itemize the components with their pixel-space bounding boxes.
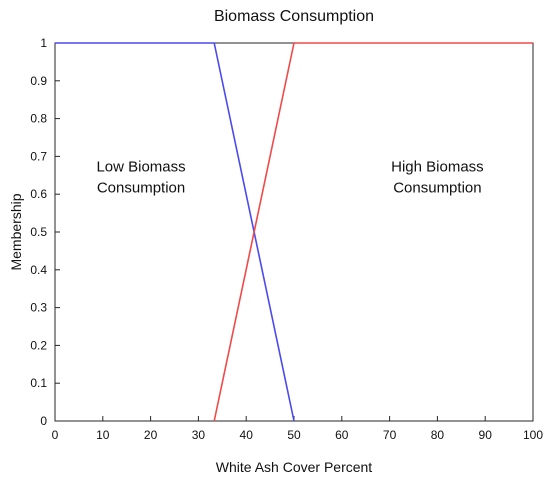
annotation-group: Low Biomass Consumption High Biomass Consum…	[96, 159, 483, 197]
plot-area: 0 10 20 30 40 50 60 70 80 90 100 00.10.20.30.40.50…	[30, 36, 543, 442]
y-tick-label: 0.4	[30, 263, 47, 277]
series-group	[55, 42, 533, 422]
x-axis-label: White Ash Cover Percent	[216, 459, 373, 475]
x-tick-label: 40	[240, 428, 254, 442]
annotation-0: Low Biomass Consumption	[96, 159, 185, 197]
y-tick-label: 0.7	[30, 149, 47, 163]
y-axis-label: Membership	[8, 193, 24, 270]
x-tick-label: 90	[479, 428, 493, 442]
series-line-1	[213, 42, 533, 422]
y-tick-label: 0	[40, 414, 47, 428]
x-tick-label: 10	[96, 428, 110, 442]
x-tick-label: 20	[144, 428, 158, 442]
y-tick-label: 0.2	[30, 338, 47, 352]
y-tick-label: 0.6	[30, 187, 47, 201]
x-tick-label: 60	[335, 428, 349, 442]
y-tick-label: 0.3	[30, 301, 47, 315]
axes-frame	[54, 42, 534, 422]
chart-title: Biomass Consumption	[214, 8, 374, 25]
x-tick-label: 80	[431, 428, 445, 442]
annotation-line: High Biomass	[391, 159, 484, 176]
x-tick-label: 70	[383, 428, 397, 442]
annotation-1: High Biomass Consumption	[391, 159, 484, 197]
y-tick-label: 1	[40, 36, 47, 50]
x-tick-label: 100	[523, 428, 543, 442]
annotation-line: Consumption	[97, 180, 185, 197]
y-tick-label: 0.5	[30, 225, 47, 239]
y-axis: 0 0.1 0.2 0.3 0.4 0.5 0.6 0.7 0.8 0.9 1	[30, 36, 60, 428]
y-tick-label: 0.8	[30, 112, 47, 126]
x-tick-label: 0	[52, 428, 59, 442]
series-line-0	[55, 42, 295, 422]
x-axis: 0 10 20 30 40 50 60 70 80 90 100	[52, 416, 543, 442]
x-tick-label: 30	[192, 428, 206, 442]
annotation-line: Low Biomass	[96, 159, 185, 176]
annotation-line: Consumption	[393, 180, 481, 197]
y-tick-label: 0.9	[30, 74, 47, 88]
x-tick-label: 50	[287, 428, 301, 442]
y-tick-label: 0.1	[30, 376, 47, 390]
